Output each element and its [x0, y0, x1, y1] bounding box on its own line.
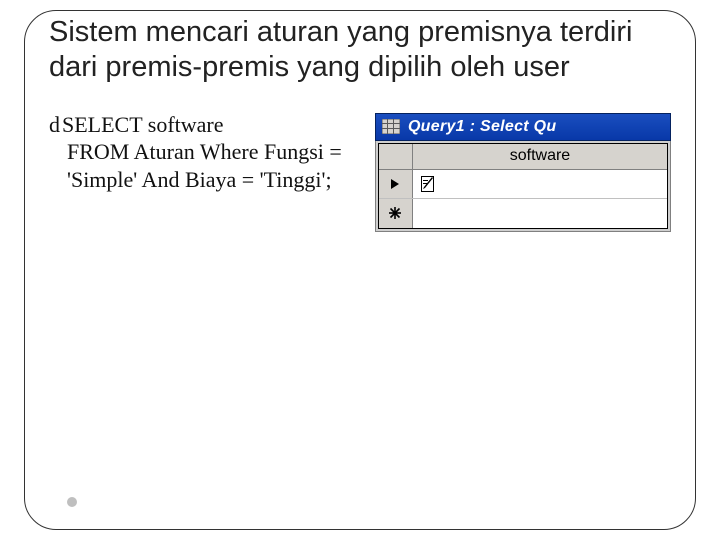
grid-header-row: software	[379, 144, 667, 170]
cell-new-empty[interactable]	[413, 199, 667, 228]
slide-frame: Sistem mencari aturan yang premisnya ter…	[24, 10, 696, 530]
current-row-triangle-icon	[390, 178, 400, 190]
row-selector-new[interactable]	[379, 199, 413, 228]
access-body: software	[375, 141, 671, 232]
datasheet-grid[interactable]: software	[378, 143, 668, 229]
sql-rest: FROM Aturan Where Fungsi = 'Simple' And …	[49, 138, 355, 193]
footer-bullet-dot	[67, 497, 77, 507]
new-row-asterisk-icon	[389, 207, 401, 219]
row-selector-current[interactable]	[379, 170, 413, 198]
column-header-software[interactable]: software	[413, 144, 667, 169]
row-selector-header[interactable]	[379, 144, 413, 169]
grid-row-new[interactable]	[379, 199, 667, 228]
bullet-glyph: d	[49, 111, 60, 139]
edit-pencil-icon	[421, 176, 434, 192]
datasheet-icon	[382, 119, 400, 134]
cell-software-value[interactable]	[413, 170, 667, 198]
sql-line1: SELECT software	[62, 111, 224, 139]
content-row: d SELECT software FROM Aturan Where Fung…	[49, 111, 671, 232]
grid-row-current[interactable]	[379, 170, 667, 199]
titlebar[interactable]: Query1 : Select Qu	[375, 113, 671, 141]
access-query-window: Query1 : Select Qu software	[375, 113, 671, 232]
sql-bullet: d SELECT software FROM Aturan Where Fung…	[49, 111, 355, 194]
titlebar-text: Query1 : Select Qu	[408, 118, 557, 136]
slide-title: Sistem mencari aturan yang premisnya ter…	[49, 15, 671, 85]
